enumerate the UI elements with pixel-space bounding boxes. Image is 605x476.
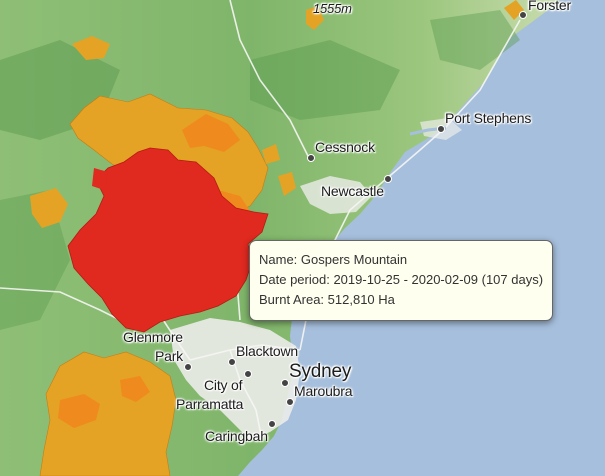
place-marker (184, 363, 192, 371)
place-marker (519, 11, 527, 19)
place-marker (437, 125, 445, 133)
place-marker (228, 358, 236, 366)
place-label-forster: Forster (528, 0, 571, 13)
place-label-parramatta: Parramatta (176, 396, 244, 412)
forest-patch (0, 190, 70, 330)
place-label-maroubra: Maroubra (294, 383, 353, 399)
place-label-peak: 1555m (313, 1, 352, 16)
tooltip-area-row: Burnt Area: 512,810 Ha (259, 290, 541, 310)
urban-area (170, 318, 300, 440)
place-label-city-of: City of (204, 377, 243, 393)
place-label-newcastle: Newcastle (321, 183, 384, 199)
place-label-port-stephens: Port Stephens (445, 110, 532, 126)
place-marker (286, 398, 294, 406)
tooltip-area-value: 512,810 Ha (327, 292, 395, 307)
place-label-glenmore: Glenmore (123, 329, 183, 345)
place-label-sydney: Sydney (289, 361, 352, 382)
tooltip-name-row: Name: Gospers Mountain (259, 250, 541, 270)
place-marker (307, 154, 315, 162)
fire-area-orange (182, 114, 240, 152)
tooltip-period-value: 2019-10-25 - 2020-02-09 (107 days) (333, 272, 544, 287)
tooltip-area-label: Burnt Area: (259, 292, 325, 307)
place-marker (244, 370, 252, 378)
fire-area-red-gospers-mountain[interactable] (67, 147, 269, 333)
tooltip-name-value: Gospers Mountain (300, 252, 408, 267)
forest-patch (250, 40, 400, 120)
fire-area-amber (278, 172, 296, 196)
tooltip-period-label: Date period: (259, 272, 330, 287)
fire-info-tooltip: Name: Gospers Mountain Date period: 2019… (249, 240, 553, 321)
tooltip-period-row: Date period: 2019-10-25 - 2020-02-09 (10… (259, 270, 544, 290)
urban-area (300, 176, 372, 214)
place-label-caringbah: Caringbah (205, 428, 268, 444)
fire-area-amber (72, 36, 110, 60)
place-label-cessnock: Cessnock (315, 139, 375, 155)
place-label-park: Park (155, 348, 183, 364)
fire-area-amber (262, 144, 280, 164)
place-marker (384, 175, 392, 183)
fire-area-amber (306, 6, 324, 30)
tooltip-name-label: Name: (259, 252, 298, 267)
forest-patch (430, 10, 520, 70)
fire-area-red (92, 168, 108, 190)
place-marker (281, 379, 289, 387)
place-label-blacktown: Blacktown (236, 343, 299, 359)
fire-area-orange (120, 376, 150, 402)
fire-area-orange (58, 394, 100, 428)
place-marker (268, 420, 276, 428)
fire-area-amber (30, 188, 68, 228)
